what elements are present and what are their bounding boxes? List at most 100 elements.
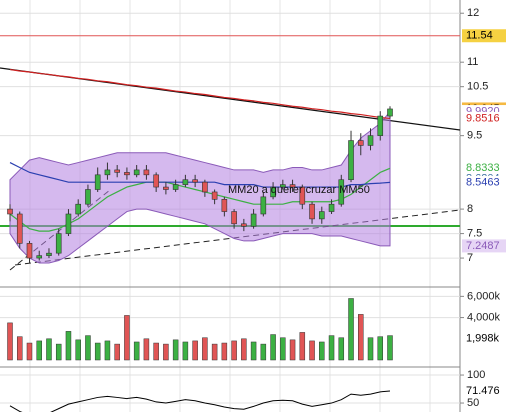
y-tick-label: 7 xyxy=(467,252,473,264)
candle-body xyxy=(250,213,257,227)
y-tick-label: 10.5 xyxy=(467,81,488,93)
volume-bar xyxy=(280,337,286,361)
candle-body xyxy=(328,203,335,212)
candle-body xyxy=(94,174,101,190)
moving-average xyxy=(9,167,391,232)
candle-body xyxy=(338,179,345,205)
candle-body xyxy=(221,199,228,212)
price-label-box xyxy=(462,384,506,398)
volume-bar xyxy=(192,340,198,361)
candle-body xyxy=(46,252,52,256)
candle-body xyxy=(7,208,13,215)
y-tick-label: 6,000k xyxy=(467,290,501,302)
volume-bar xyxy=(172,339,179,361)
price-label-box xyxy=(462,111,506,125)
volume-bar xyxy=(299,332,306,361)
candle-body xyxy=(143,169,150,176)
volume-bar xyxy=(211,343,218,361)
volume-bar xyxy=(75,339,81,361)
volume-bar xyxy=(114,343,120,361)
candle-body xyxy=(65,213,72,234)
y-tick-label: 9.5 xyxy=(467,130,482,142)
candle-body xyxy=(289,184,296,188)
volume-bar xyxy=(124,315,130,361)
candle-body xyxy=(75,203,82,215)
price-label-box xyxy=(462,161,506,175)
volume-bar xyxy=(46,338,52,361)
candle-body xyxy=(172,184,179,190)
price-label: 8.8333 xyxy=(466,162,500,174)
candle-body xyxy=(182,179,189,185)
y-tick-label: 7.5 xyxy=(467,227,482,239)
volume-bar xyxy=(250,341,257,361)
candle-body xyxy=(357,140,364,146)
volume-bar xyxy=(26,342,33,361)
volume-bar xyxy=(94,342,101,361)
candle-body xyxy=(55,233,62,254)
volume-bar xyxy=(85,335,91,361)
y-tick-label: 50 xyxy=(467,397,479,409)
price-label: 7.2487 xyxy=(466,240,500,252)
candle-body xyxy=(387,108,393,117)
volume-bar xyxy=(153,342,159,361)
price-label-box xyxy=(462,332,506,346)
bollinger-band xyxy=(9,110,391,264)
candle-body xyxy=(309,203,315,220)
volume-bar xyxy=(231,340,237,361)
rsi-line xyxy=(9,390,391,412)
volume-bar xyxy=(367,337,374,361)
moving-average xyxy=(9,68,391,120)
volume-bar xyxy=(163,343,169,361)
y-tick-label: 8 xyxy=(467,203,473,215)
candle-body xyxy=(231,211,237,225)
candle-body xyxy=(26,243,33,259)
candle-body xyxy=(16,213,23,244)
volume-bar xyxy=(143,338,150,361)
candle-body xyxy=(124,172,130,176)
candle-body xyxy=(211,191,218,200)
candle-body xyxy=(192,179,198,183)
volume-bar xyxy=(319,341,325,361)
volume-bar xyxy=(260,343,267,361)
candle-body xyxy=(114,169,120,173)
volume-bar xyxy=(55,343,62,361)
price-label: 8.5463 xyxy=(466,176,500,188)
candle-body xyxy=(241,223,247,227)
volume-bar xyxy=(202,337,208,361)
volume-bar xyxy=(338,337,345,361)
candle-body xyxy=(36,255,43,259)
candle-body xyxy=(299,186,306,205)
candle-body xyxy=(270,186,276,198)
volume-bar xyxy=(182,341,189,361)
annotation: MM20 a querer cruzar MM50 xyxy=(228,184,370,196)
candle-body xyxy=(104,169,111,176)
candle-body xyxy=(85,189,91,205)
volume-bar xyxy=(36,340,42,361)
candle-body xyxy=(280,184,286,188)
candle-body xyxy=(318,211,325,220)
candle-body xyxy=(348,140,354,181)
price-label-box xyxy=(462,239,506,253)
volume-bar xyxy=(7,322,13,361)
volume-bar xyxy=(270,334,276,361)
price-label: 71.476 xyxy=(466,385,500,397)
y-tick-label: 4,000k xyxy=(467,311,501,323)
volume-bar xyxy=(133,341,140,361)
volume-bar xyxy=(289,339,296,361)
y-tick-label: 11 xyxy=(467,56,478,68)
candle-body xyxy=(377,115,384,136)
volume-bar xyxy=(348,298,354,361)
price-label: 11.54 xyxy=(466,30,493,42)
volume-bar xyxy=(241,338,247,361)
volume-bar xyxy=(309,340,315,361)
volume-bar xyxy=(328,335,335,361)
volume-bar xyxy=(377,336,384,361)
volume-bar xyxy=(104,340,111,361)
y-tick-label: 12 xyxy=(467,7,479,19)
price-label-box xyxy=(462,29,506,43)
price-label: 9.8516 xyxy=(466,112,500,124)
candle-body xyxy=(163,186,169,190)
y-tick-label: 100 xyxy=(467,369,485,381)
volume-bar xyxy=(16,336,23,361)
